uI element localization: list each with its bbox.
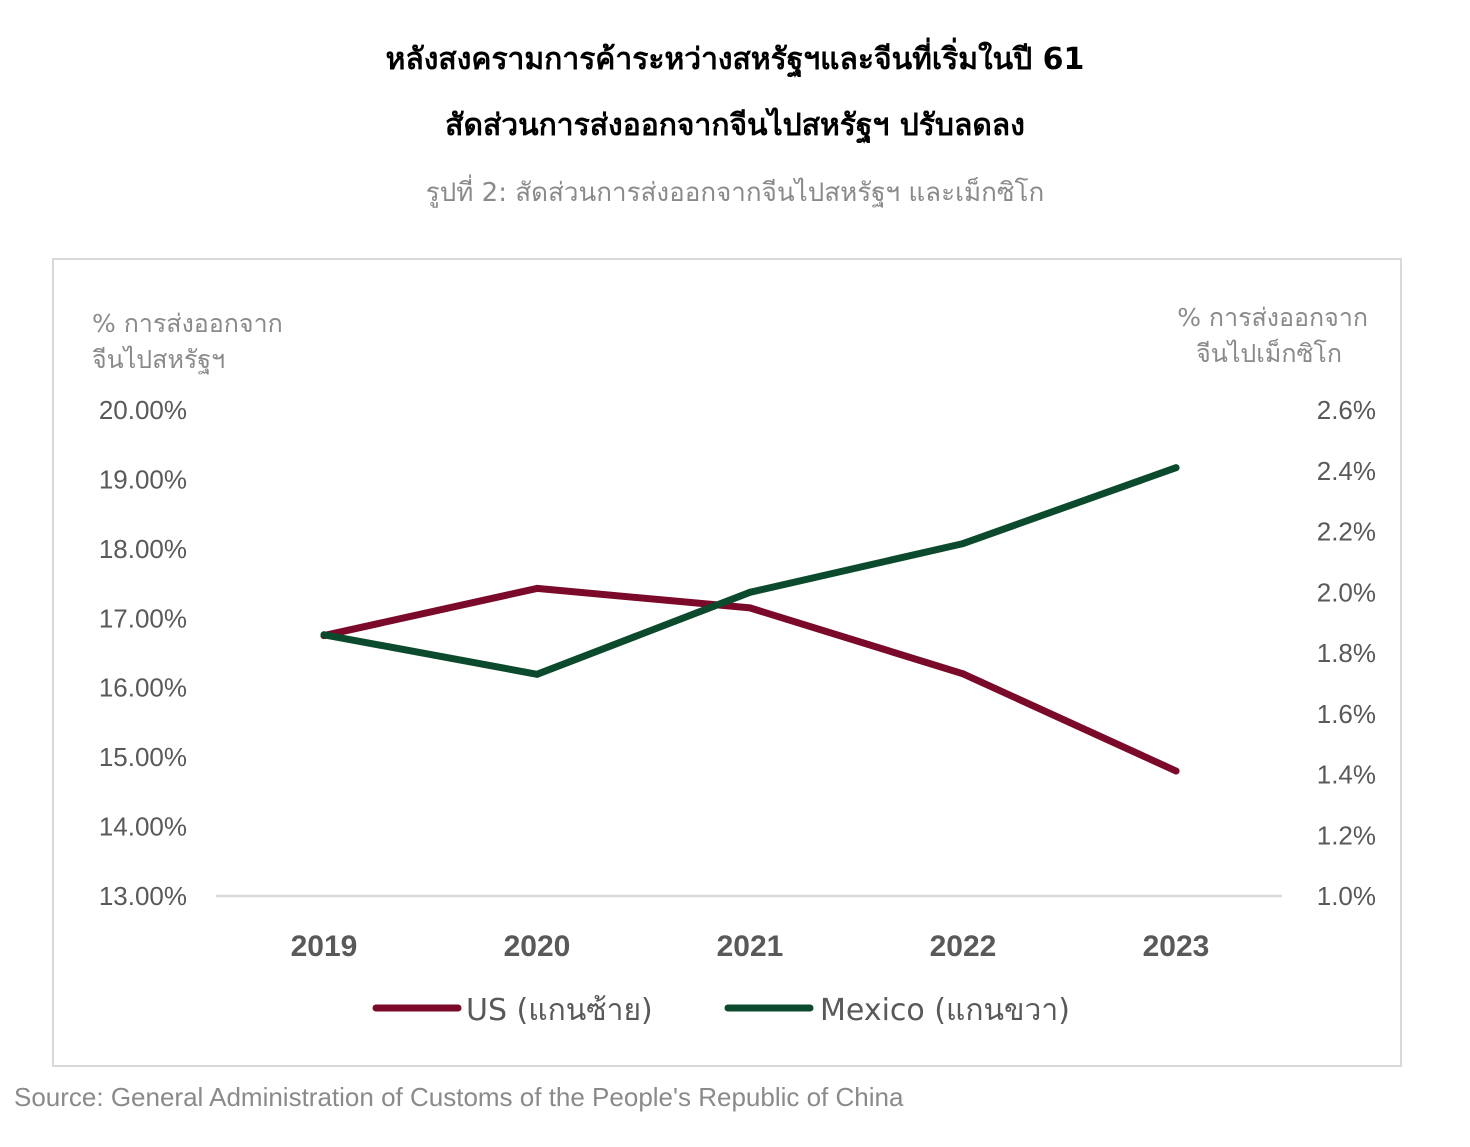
right-axis-title-line2: จีนไปเม็กซิโก bbox=[1196, 338, 1342, 368]
legend-mexico-label: Mexico (แกนขวา) bbox=[820, 993, 1070, 1028]
mexico-series-line bbox=[320, 464, 1180, 678]
series-lines bbox=[320, 464, 1180, 775]
us-data-point bbox=[746, 604, 754, 612]
chart-title-line2: สัดส่วนการส่งออกจากจีนไปสหรัฐฯ ปรับลดลง bbox=[445, 108, 1025, 143]
us-data-point bbox=[1172, 767, 1180, 775]
left-tick-label: 18.00% bbox=[99, 534, 187, 564]
x-tick-label: 2020 bbox=[504, 930, 571, 963]
mexico-data-point bbox=[1172, 464, 1180, 472]
left-tick-label: 15.00% bbox=[99, 742, 187, 772]
chart-subtitle: รูปที่ 2: สัดส่วนการส่งออกจากจีนไปสหรัฐฯ… bbox=[425, 178, 1045, 208]
legend-us-label: US (แกนซ้าย) bbox=[466, 993, 653, 1028]
right-tick-label: 1.8% bbox=[1317, 638, 1376, 668]
us-data-point bbox=[533, 584, 541, 592]
mexico-data-point bbox=[533, 670, 541, 678]
left-tick-label: 19.00% bbox=[99, 464, 187, 494]
mexico-data-point bbox=[959, 540, 967, 548]
left-axis-title-line2: จีนไปสหรัฐฯ bbox=[92, 345, 225, 374]
right-tick-label: 1.6% bbox=[1317, 699, 1376, 729]
x-axis-ticks: 2019 2020 2021 2022 2023 bbox=[291, 930, 1210, 963]
right-axis-ticks: 2.6% 2.4% 2.2% 2.0% 1.8% 1.6% 1.4% 1.2% 1.0% bbox=[1317, 395, 1376, 911]
right-tick-label: 2.4% bbox=[1317, 456, 1376, 486]
x-tick-label: 2023 bbox=[1143, 930, 1210, 963]
left-tick-label: 17.00% bbox=[99, 603, 187, 633]
right-tick-label: 2.6% bbox=[1317, 395, 1376, 425]
mexico-data-point bbox=[746, 588, 754, 596]
x-tick-label: 2019 bbox=[291, 930, 358, 963]
chart-title-line1: หลังสงครามการค้าระหว่างสหรัฐฯและจีนที่เร… bbox=[385, 42, 1085, 77]
left-axis-title-line1: % การส่งออกจาก bbox=[92, 309, 283, 338]
left-tick-label: 14.00% bbox=[99, 812, 187, 842]
legend: US (แกนซ้าย) Mexico (แกนขวา) bbox=[372, 993, 1070, 1028]
chart-frame: % การส่งออกจาก จีนไปสหรัฐฯ % การส่งออกจา… bbox=[52, 258, 1402, 1067]
x-tick-label: 2022 bbox=[930, 930, 997, 963]
right-tick-label: 1.0% bbox=[1317, 881, 1376, 911]
us-series-line bbox=[320, 584, 1180, 775]
right-tick-label: 1.4% bbox=[1317, 760, 1376, 790]
right-tick-label: 2.2% bbox=[1317, 517, 1376, 547]
left-tick-label: 20.00% bbox=[99, 395, 187, 425]
right-tick-label: 1.2% bbox=[1317, 820, 1376, 850]
left-axis-ticks: 20.00% 19.00% 18.00% 17.00% 16.00% 15.00% 14.0… bbox=[99, 395, 187, 911]
right-tick-label: 2.0% bbox=[1317, 577, 1376, 607]
mexico-data-point bbox=[320, 631, 328, 639]
x-tick-label: 2021 bbox=[717, 930, 784, 963]
us-data-point bbox=[959, 670, 967, 678]
left-tick-label: 13.00% bbox=[99, 881, 187, 911]
line-chart: % การส่งออกจาก จีนไปสหรัฐฯ % การส่งออกจา… bbox=[92, 303, 1376, 1028]
right-axis-title-line1: % การส่งออกจาก bbox=[1177, 303, 1368, 332]
left-tick-label: 16.00% bbox=[99, 673, 187, 703]
source-note: Source: General Administration of Custom… bbox=[14, 1082, 904, 1112]
